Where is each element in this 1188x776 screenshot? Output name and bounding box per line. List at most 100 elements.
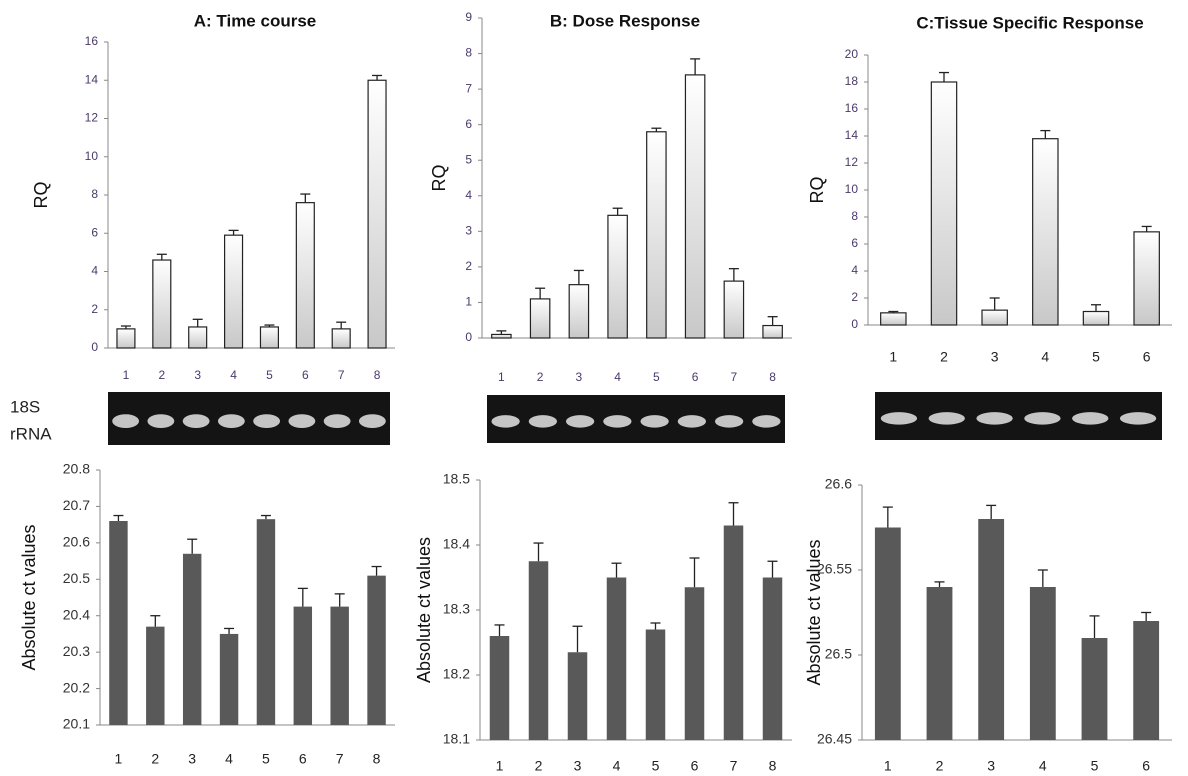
chart-title: A: Time course <box>194 11 317 30</box>
bar <box>647 132 666 338</box>
figure: 18S rRNA A: Time courseRQ024681012141612… <box>0 0 1188 776</box>
error-bar <box>495 625 505 636</box>
x-tick-label: 6 <box>1142 758 1150 774</box>
error-bar <box>574 270 584 284</box>
gel-band <box>1120 412 1156 424</box>
chart-title: B: Dose Response <box>550 11 700 30</box>
error-bar <box>1141 613 1151 622</box>
error-bar <box>651 623 661 630</box>
y-tick-label: 18.2 <box>443 666 470 682</box>
x-tick-label: 5 <box>653 370 660 384</box>
x-tick-label: 2 <box>158 368 165 382</box>
x-tick-label: 5 <box>266 368 273 382</box>
error-bar <box>150 616 160 627</box>
error-bar <box>986 505 996 519</box>
y-tick-label: 26.45 <box>817 731 852 747</box>
gel-band <box>566 415 594 427</box>
bar <box>685 75 704 338</box>
x-tick-label: 4 <box>1041 349 1049 365</box>
x-tick-label: 1 <box>498 370 505 384</box>
x-tick-label: 7 <box>336 751 344 767</box>
x-tick-label: 3 <box>194 368 201 382</box>
bar <box>109 521 127 725</box>
bar <box>1133 621 1159 740</box>
error-bar <box>1142 226 1152 231</box>
x-tick-label: 1 <box>889 349 897 365</box>
bar <box>763 578 783 741</box>
gel-band <box>183 414 210 428</box>
x-tick-label: 7 <box>338 368 345 382</box>
y-tick-label: 20.3 <box>63 643 90 659</box>
y-tick-label: 1 <box>465 295 472 309</box>
y-tick-label: 20.4 <box>63 606 90 622</box>
error-bar <box>336 322 346 329</box>
bar <box>367 576 385 725</box>
y-tick-label: 4 <box>91 264 98 278</box>
x-tick-label: 6 <box>691 758 699 774</box>
bar <box>220 634 238 725</box>
bar <box>117 329 135 348</box>
bar <box>927 587 953 740</box>
error-bar <box>113 516 123 521</box>
x-tick-label: 8 <box>769 758 777 774</box>
bar <box>492 334 511 338</box>
error-bar <box>535 288 545 299</box>
x-tick-label: 1 <box>496 758 504 774</box>
gel-image <box>108 392 390 445</box>
y-tick-label: 4 <box>465 188 472 202</box>
gel-band <box>1024 412 1060 424</box>
y-tick-label: 18 <box>845 74 859 88</box>
gel-band <box>324 414 351 428</box>
bar <box>608 215 627 338</box>
y-tick-label: 6 <box>851 236 858 250</box>
y-tick-label: 26.55 <box>817 561 852 577</box>
error-bar <box>690 558 700 587</box>
x-tick-label: 1 <box>123 368 130 382</box>
y-tick-label: 4 <box>851 263 858 277</box>
error-bar <box>224 628 234 633</box>
x-tick-label: 2 <box>535 758 543 774</box>
error-bar <box>690 59 700 75</box>
error-bar <box>768 317 778 326</box>
x-tick-label: 7 <box>731 370 738 384</box>
x-tick-label: 6 <box>302 368 309 382</box>
gel-band <box>1072 412 1108 424</box>
x-tick-label: 5 <box>652 758 660 774</box>
chart-panel: Absolute ct values20.120.220.320.420.520… <box>19 461 395 767</box>
bar <box>1134 232 1159 325</box>
x-tick-label: 7 <box>730 758 738 774</box>
bar <box>685 587 705 740</box>
y-tick-label: 12 <box>845 155 859 169</box>
chart-panel: B: Dose ResponseRQ012345678912345678 <box>429 10 792 443</box>
y-tick-label: 26.6 <box>825 476 852 492</box>
x-tick-label: 2 <box>151 751 159 767</box>
error-bar <box>729 503 739 526</box>
bar <box>183 554 201 725</box>
y-tick-label: 8 <box>91 187 98 201</box>
bar <box>490 636 510 740</box>
gel-label: rRNA <box>10 424 52 443</box>
bar <box>724 281 743 338</box>
error-bar <box>729 269 739 281</box>
error-bar <box>261 516 271 520</box>
y-tick-label: 6 <box>91 225 98 239</box>
gel-band <box>359 414 386 428</box>
gel-label: 18S <box>10 397 40 416</box>
error-bar <box>1090 616 1100 638</box>
gel-band <box>881 412 917 424</box>
y-tick-label: 2 <box>465 259 472 273</box>
x-tick-label: 5 <box>1091 758 1099 774</box>
bar <box>189 327 207 348</box>
x-tick-label: 3 <box>574 758 582 774</box>
bar <box>881 313 906 325</box>
x-tick-label: 5 <box>262 751 270 767</box>
y-tick-label: 18.5 <box>443 471 470 487</box>
y-tick-label: 18.4 <box>443 536 470 552</box>
gel-band <box>752 415 780 427</box>
error-bar <box>372 75 382 80</box>
error-bar <box>883 507 893 527</box>
y-tick-label: 7 <box>465 81 472 95</box>
y-tick-label: 26.5 <box>825 646 852 662</box>
